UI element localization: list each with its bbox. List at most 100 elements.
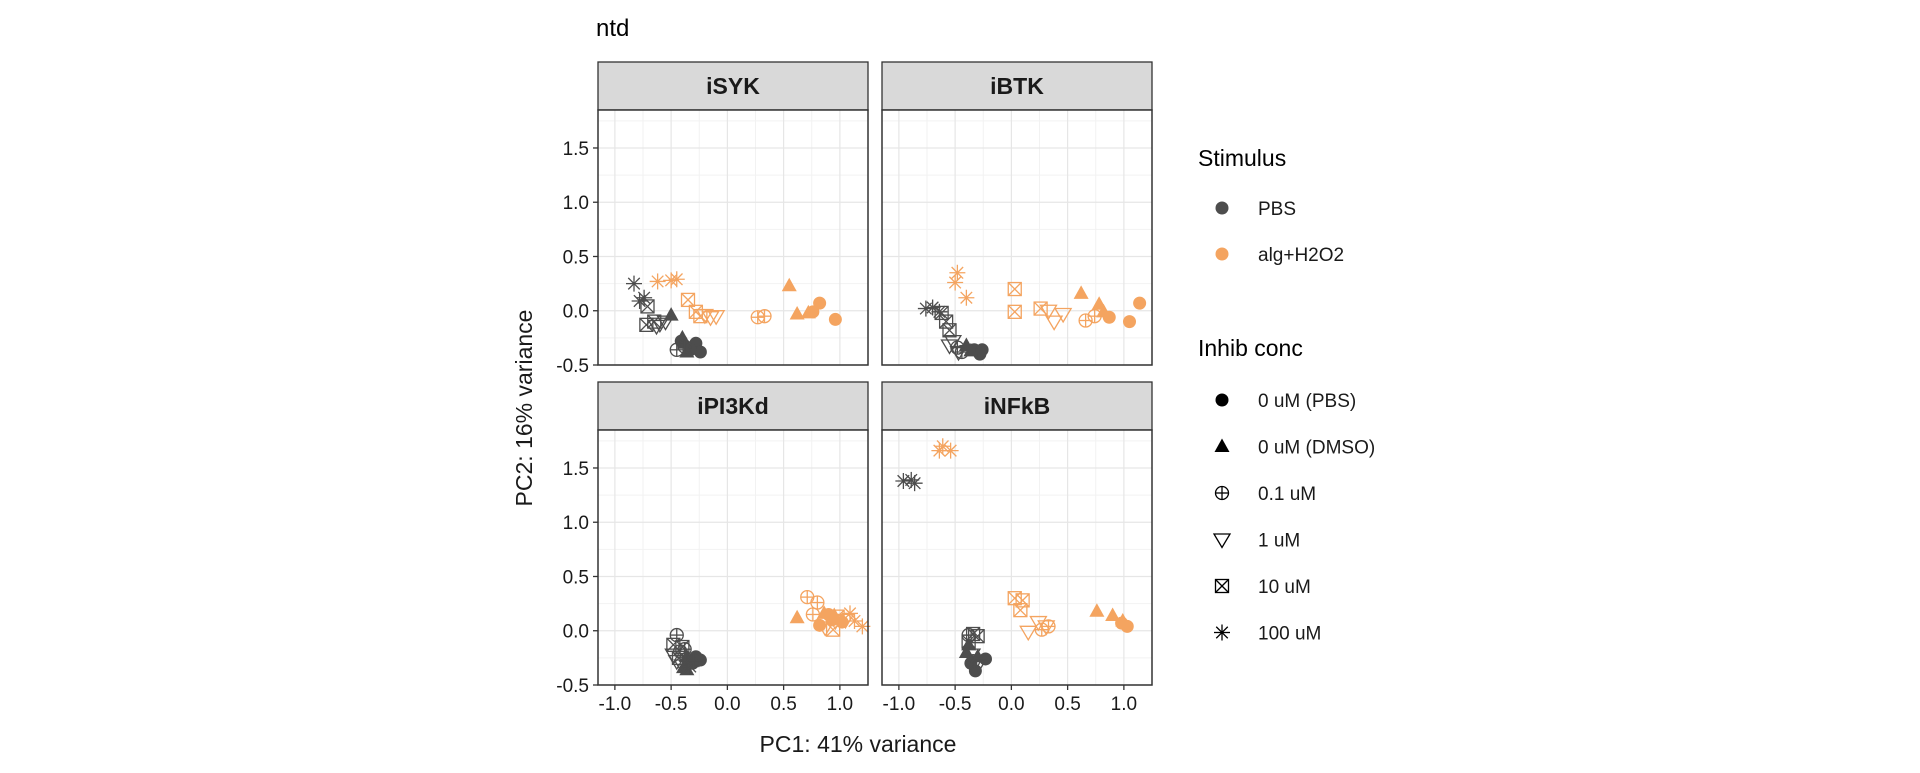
y-tick-label: 1.0 xyxy=(563,193,589,214)
data-point xyxy=(1007,281,1022,297)
data-point xyxy=(938,314,954,329)
data-point xyxy=(942,442,959,459)
data-point xyxy=(963,342,979,357)
data-point xyxy=(663,307,679,321)
facet-panel-ibtk: iBTK xyxy=(881,61,1153,366)
legend-item-pbs: PBS xyxy=(1215,199,1296,220)
legend-label: PBS xyxy=(1258,199,1296,220)
data-point xyxy=(810,595,825,610)
y-tick-label: 0.5 xyxy=(563,567,589,588)
data-point xyxy=(678,653,695,670)
y-tick-label: 1.5 xyxy=(563,459,589,480)
panel-border xyxy=(881,429,1153,686)
data-point xyxy=(970,629,985,644)
data-point xyxy=(693,345,707,359)
legend-item-conc-1: 0 uM (DMSO) xyxy=(1214,438,1375,459)
legend: Stimulus Inhib conc PBS alg+H2O2 0 uM (PBS… xyxy=(1198,145,1375,645)
data-point xyxy=(626,275,642,292)
chart-title: ntd xyxy=(596,15,629,42)
data-point xyxy=(636,289,653,306)
data-point xyxy=(639,317,654,333)
legend-item-conc-3: 1 uM xyxy=(1212,531,1300,552)
data-point xyxy=(934,305,949,321)
legend-label: 1 uM xyxy=(1258,531,1300,552)
y-tick-label: -0.5 xyxy=(556,356,589,377)
points xyxy=(895,438,1134,678)
facet-panel-ipi3kd: iPI3Kd -0.5 0.0 0.5 1.0 1.5 -1.0 -0.5 0.0 0.5 1.0 xyxy=(556,381,871,715)
legend-label: 0.1 uM xyxy=(1258,484,1316,505)
data-point xyxy=(1078,313,1093,328)
data-point xyxy=(805,607,821,622)
legend-item-conc-0: 0 uM (PBS) xyxy=(1215,391,1356,412)
legend-label: 0 uM (DMSO) xyxy=(1258,438,1375,459)
data-point xyxy=(675,639,690,655)
data-point xyxy=(934,438,951,455)
data-point xyxy=(640,299,655,314)
data-point xyxy=(958,644,974,658)
data-point xyxy=(931,303,948,320)
legend-key xyxy=(1212,533,1232,549)
x-tick-label: 1.0 xyxy=(1111,694,1137,715)
data-point xyxy=(1123,315,1136,329)
facet-strip xyxy=(597,61,869,111)
x-tick-label: 0.5 xyxy=(1054,694,1080,715)
panel-border xyxy=(597,429,869,686)
data-point xyxy=(1033,301,1048,316)
data-point xyxy=(677,339,692,354)
data-point xyxy=(1096,303,1112,318)
data-point xyxy=(943,334,963,351)
data-point xyxy=(1007,304,1022,319)
data-point xyxy=(846,612,863,629)
facet-strip xyxy=(881,61,1153,111)
data-point xyxy=(650,317,670,334)
y-tick-label: 0.0 xyxy=(563,622,589,643)
data-point xyxy=(668,271,685,288)
legend-label: 100 uM xyxy=(1258,624,1321,645)
data-point xyxy=(757,309,772,324)
legend-key xyxy=(1214,438,1230,452)
data-point xyxy=(968,659,987,675)
data-point xyxy=(669,627,684,643)
legend-key xyxy=(1215,201,1229,215)
panel-border xyxy=(597,109,869,366)
data-point xyxy=(947,274,964,291)
data-point xyxy=(961,636,977,651)
data-point xyxy=(1115,612,1131,627)
facet-panel-infkb: iNFkB -1.0 -0.5 0.0 0.5 1.0 xyxy=(881,381,1153,715)
data-point xyxy=(669,342,684,357)
data-point xyxy=(949,345,968,362)
data-point xyxy=(1044,315,1064,331)
x-tick-label: 0.5 xyxy=(770,694,796,715)
data-point xyxy=(1073,285,1089,299)
data-point xyxy=(961,634,976,649)
x-tick-label: -0.5 xyxy=(655,694,688,715)
data-point xyxy=(828,312,842,326)
y-tick-label: 1.0 xyxy=(563,513,589,534)
data-point xyxy=(1037,620,1056,636)
data-point xyxy=(647,314,662,329)
data-point xyxy=(816,621,835,637)
legend-item-alg-h2o2: alg+H2O2 xyxy=(1215,245,1344,266)
data-point xyxy=(1029,615,1048,632)
data-point xyxy=(1087,309,1102,324)
y-axis-label: PC2: 16% variance xyxy=(511,310,537,507)
facet-strip-label: iPI3Kd xyxy=(697,393,769,419)
data-point xyxy=(800,589,815,605)
data-point xyxy=(789,609,805,624)
legend-stimulus-title: Stimulus xyxy=(1198,145,1286,171)
x-tick-label: 0.0 xyxy=(714,694,740,715)
data-point xyxy=(1053,307,1073,324)
facet-strip-label: iNFkB xyxy=(984,393,1050,419)
x-tick-label: -1.0 xyxy=(883,694,916,715)
facet-strip-label: iBTK xyxy=(990,73,1044,99)
panel-border xyxy=(881,109,1153,366)
y-tick-label: 1.5 xyxy=(563,139,589,160)
data-point xyxy=(931,442,948,459)
legend-key xyxy=(1215,393,1229,407)
points xyxy=(626,271,842,359)
data-point xyxy=(1089,603,1105,617)
data-point xyxy=(631,292,648,309)
x-tick-label: 0.0 xyxy=(998,694,1024,715)
x-tick-label: -1.0 xyxy=(599,694,632,715)
